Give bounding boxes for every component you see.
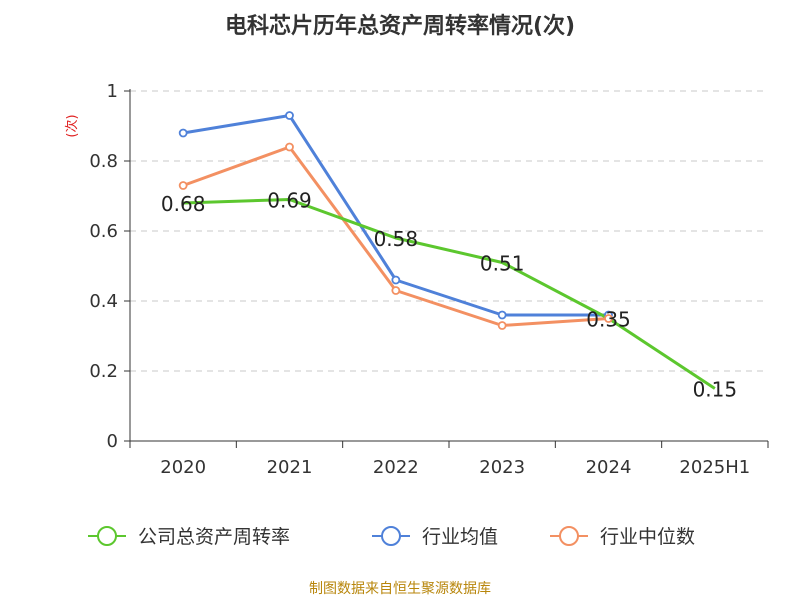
- legend-marker: [381, 526, 401, 546]
- series-point-1: [178, 128, 188, 138]
- series-line-0: [183, 198, 716, 390]
- y-tick-label: 0.4: [89, 291, 118, 312]
- legend-label: 行业均值: [422, 526, 498, 548]
- legend-marker: [559, 526, 579, 546]
- series-lines: [182, 114, 716, 390]
- series-points: [178, 111, 613, 330]
- x-tick-label: 2025H1: [679, 457, 750, 478]
- y-tick-label: 0: [107, 431, 118, 452]
- series-point-2: [178, 181, 188, 190]
- x-tick-label: 2023: [479, 457, 525, 478]
- x-tick-label: 2021: [267, 457, 313, 478]
- x-tick-label: 2020: [160, 457, 206, 478]
- series-point-1: [391, 275, 401, 285]
- data-label: 0.15: [693, 378, 738, 402]
- legend-label: 公司总资产周转率: [138, 526, 290, 548]
- y-axis-label: (次): [64, 114, 80, 137]
- x-tick-label: 2022: [373, 457, 419, 478]
- legend: 公司总资产周转率 行业均值 行业中位数: [88, 526, 695, 548]
- series-point-2: [497, 321, 507, 330]
- series-point-2: [391, 286, 401, 295]
- x-tick-label: 2024: [586, 457, 632, 478]
- data-label: 0.68: [161, 192, 206, 216]
- series-point-2: [285, 142, 294, 152]
- legend-marker: [97, 526, 117, 546]
- series-point-2: [604, 314, 613, 323]
- series-point-1: [497, 310, 507, 320]
- data-label: 0.69: [267, 189, 312, 213]
- y-tick-label: 1: [107, 81, 118, 102]
- data-label: 0.51: [480, 252, 525, 276]
- data-labels: 0.68 0.69 0.58 0.51 0.35 0.15: [161, 189, 737, 402]
- source-note: 制图数据来自恒生聚源数据库: [309, 581, 491, 597]
- y-tick-label: 0.6: [89, 221, 118, 242]
- chart-title: 电科芯片历年总资产周转率情况(次): [224, 14, 576, 39]
- data-label: 0.58: [374, 227, 419, 251]
- y-tick-label: 0.8: [89, 151, 118, 172]
- data-label: 0.35: [586, 308, 631, 332]
- y-tick-label: 0.2: [89, 361, 118, 382]
- grid-lines: [130, 90, 768, 372]
- series-point-1: [285, 111, 294, 120]
- axes: [124, 89, 769, 448]
- tick-labels: 0 0.2 0.4 0.6 0.8 1 (次) 2020 2021 2022 2023 2024 202…: [64, 81, 750, 478]
- legend-label: 行业中位数: [600, 526, 695, 548]
